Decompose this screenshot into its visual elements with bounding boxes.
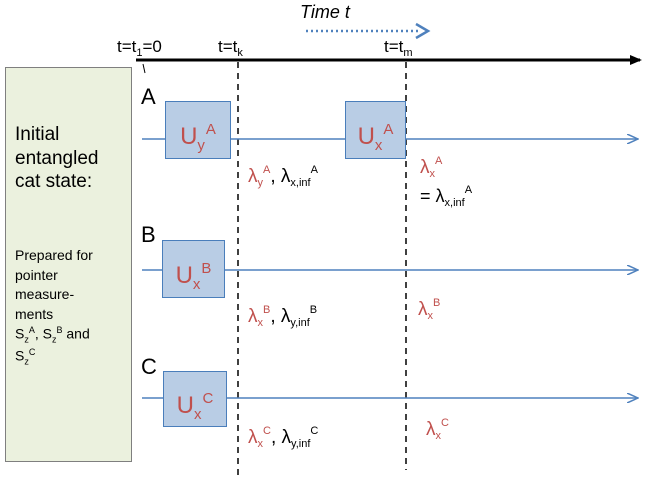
unitary-b-x: UxB	[162, 240, 225, 298]
hidden-variables-a-tk: λyA, λx,infA	[248, 164, 318, 189]
initial-state-text: Initial entangled cat state:	[15, 124, 99, 193]
tk-label: t=tk	[218, 37, 243, 59]
time-axis-title: Time t	[300, 2, 350, 22]
hidden-variables-b-tk: λxB, λy,infB	[248, 304, 318, 329]
party-c-label: C	[141, 354, 157, 379]
hidden-variable-a-equality: = λx,infA	[420, 184, 473, 209]
operators-line-2: SzC	[15, 347, 36, 367]
pointer-measurement-text: Prepared for pointer measure- ments SzA,…	[15, 247, 93, 367]
unitary-c-x: UxC	[163, 371, 227, 427]
initial-state-panel: Initial entangled cat state: Prepared fo…	[5, 67, 132, 462]
hidden-variables-c-tk: λxC, λy,infC	[248, 425, 319, 450]
unitary-a-x: UxA	[345, 101, 406, 159]
t1-label: t=t1=0	[117, 37, 162, 59]
tm-label: t=tm	[384, 37, 413, 59]
party-b-label: B	[141, 222, 156, 247]
party-a-label: A	[141, 84, 156, 109]
hidden-variable-a-tm: λxA	[420, 155, 443, 180]
t1-tick	[142, 63, 146, 74]
time-direction-arrowhead	[415, 22, 431, 40]
unitary-a-y: UyA	[165, 101, 231, 159]
hidden-variable-b-tm: λxB	[418, 297, 441, 322]
hidden-variable-c-tm: λxC	[426, 417, 449, 442]
operators-line-1: SzA, SzB and	[15, 325, 90, 345]
